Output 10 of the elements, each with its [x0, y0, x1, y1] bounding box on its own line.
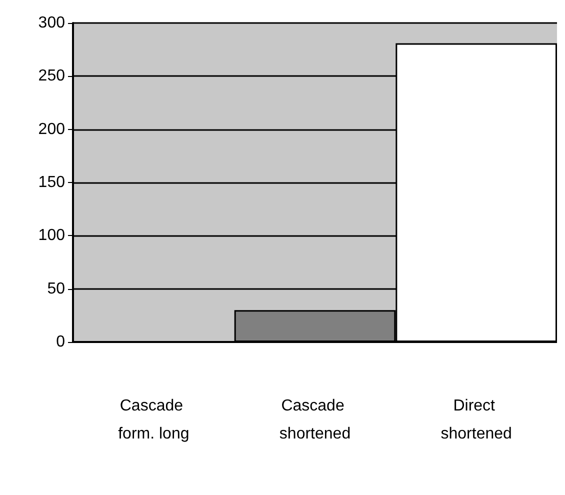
- y-tick-label: 250: [38, 68, 66, 85]
- y-tick-label: 300: [38, 14, 66, 32]
- y-tick-label: 100: [38, 227, 66, 244]
- y-tick-label: 200: [38, 120, 66, 138]
- y-tick-label: 0: [56, 334, 66, 350]
- y-tick-label: 150: [38, 174, 66, 191]
- y-tick-label: 50: [47, 280, 66, 298]
- x-tick-label: Cascade shortened: [279, 398, 351, 442]
- x-tick-label: Direct shortened: [440, 398, 512, 442]
- x-tick-label: Cascade form. long: [118, 398, 190, 442]
